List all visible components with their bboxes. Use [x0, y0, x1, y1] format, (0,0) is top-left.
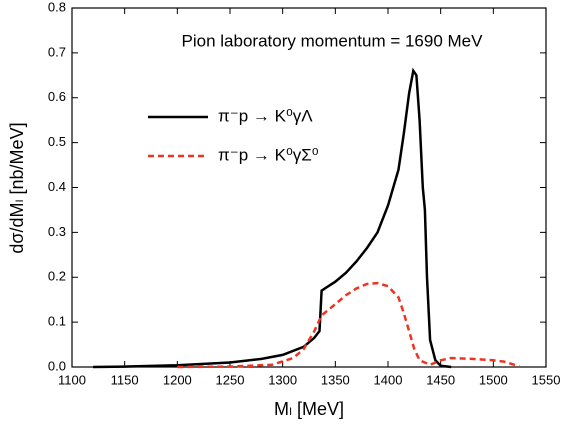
- x-tick-label: 1450: [426, 372, 455, 387]
- legend-label: π⁻p → K⁰γΣ⁰: [218, 145, 319, 164]
- chart-title: Pion laboratory momentum = 1690 MeV: [182, 31, 484, 50]
- y-tick-label: 0.3: [48, 224, 66, 239]
- y-tick-label: 0.5: [48, 134, 66, 149]
- y-tick-label: 0.0: [48, 358, 66, 373]
- series-line: [177, 281, 521, 369]
- legend-label: π⁻p → K⁰γΛ: [218, 106, 313, 125]
- y-tick-label: 0.6: [48, 89, 66, 104]
- y-tick-label: 0.2: [48, 269, 66, 284]
- x-tick-label: 1350: [321, 372, 350, 387]
- x-tick-label: 1550: [532, 372, 561, 387]
- y-axis-label: dσ/dMₗ [nb/MeV]: [7, 122, 27, 253]
- x-tick-label: 1300: [268, 372, 297, 387]
- x-tick-label: 1200: [163, 372, 192, 387]
- series-line: [93, 67, 452, 369]
- plot-frame: [71, 7, 547, 368]
- y-tick-label: 0.8: [48, 0, 66, 14]
- y-tick-label: 0.4: [48, 179, 66, 194]
- x-tick-label: 1150: [111, 372, 139, 387]
- y-tick-label: 0.1: [48, 314, 66, 329]
- x-tick-label: 1400: [374, 372, 403, 387]
- x-tick-label: 1250: [216, 372, 245, 387]
- x-tick-label: 1100: [58, 372, 86, 387]
- x-tick-label: 1500: [479, 372, 508, 387]
- x-axis-label: Mₗ [MeV]: [274, 399, 344, 419]
- y-tick-label: 0.7: [48, 44, 66, 59]
